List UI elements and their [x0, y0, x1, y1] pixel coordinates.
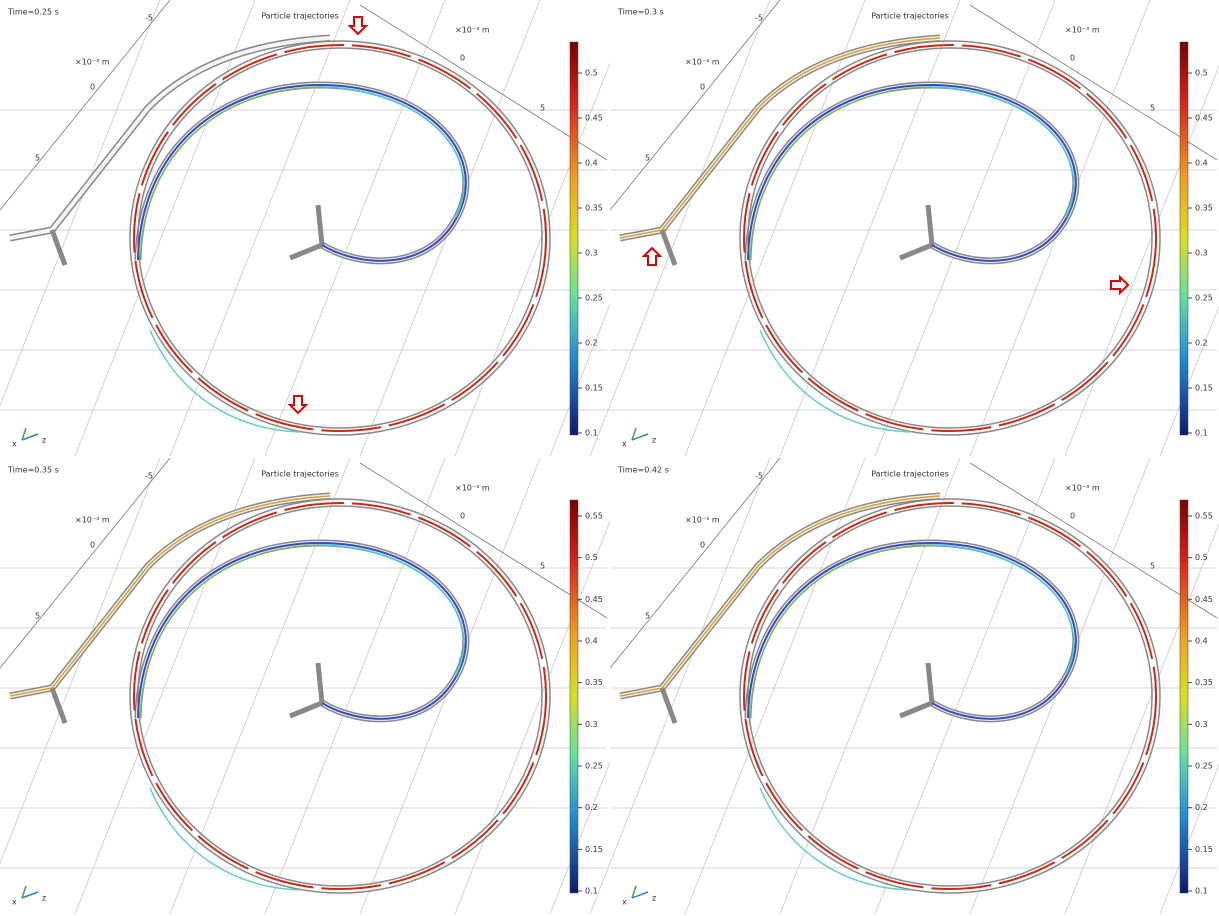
colorbar — [570, 42, 578, 435]
colorbar-label: 0.4 — [1195, 637, 1208, 646]
colorbar-label: 0.3 — [1195, 249, 1208, 258]
axis-label: 5 — [35, 612, 40, 621]
axis-label: ×10⁻³ m — [685, 516, 720, 525]
triad-label: x — [622, 898, 627, 907]
axis-label: -5 — [145, 472, 153, 481]
colorbar-label: 0.35 — [585, 678, 603, 687]
triad-label: z — [652, 894, 656, 903]
colorbar-label: 0.25 — [585, 294, 603, 303]
colorbar-label: 0.15 — [585, 384, 603, 393]
colorbar-label: 0.5 — [1195, 69, 1208, 78]
axis-label: 5 — [1150, 562, 1155, 571]
colorbar — [570, 500, 578, 893]
triad-label: z — [42, 436, 46, 445]
axis-label: 0 — [460, 54, 465, 63]
colorbar-label: 0.45 — [1195, 114, 1213, 123]
colorbar-label: 0.1 — [1195, 429, 1208, 438]
axis-label: 5 — [35, 154, 40, 163]
panel-title: Particle trajectories — [871, 12, 949, 21]
triad-label: x — [12, 440, 17, 449]
time-label: Time=0.3 s — [617, 8, 664, 17]
axis-label: ×10⁻³ m — [685, 58, 720, 67]
colorbar-label: 0.5 — [1195, 553, 1208, 562]
triad-label: z — [42, 894, 46, 903]
colorbar-label: 0.55 — [1195, 512, 1213, 521]
axis-label: 5 — [645, 612, 650, 621]
colorbar-label: 0.25 — [1195, 294, 1213, 303]
axis-label: -5 — [755, 14, 763, 23]
colorbar-label: 0.15 — [585, 845, 603, 854]
colorbar-label: 0.35 — [1195, 204, 1213, 213]
colorbar-label: 0.55 — [585, 512, 603, 521]
axis-label: 5 — [645, 154, 650, 163]
colorbar-label: 0.15 — [1195, 845, 1213, 854]
panel-background — [0, 458, 607, 914]
panel-title: Particle trajectories — [871, 470, 949, 479]
axis-label: 0 — [90, 541, 95, 550]
colorbar-label: 0.5 — [585, 553, 598, 562]
colorbar-label: 0.35 — [585, 204, 603, 213]
axis-label: 0 — [1070, 54, 1075, 63]
colorbar-label: 0.45 — [1195, 595, 1213, 604]
colorbar — [1180, 500, 1188, 893]
colorbar-label: 0.2 — [585, 803, 598, 812]
axis-label: -5 — [755, 472, 763, 481]
colorbar-label: 0.1 — [585, 429, 598, 438]
axis-label: 0 — [90, 83, 95, 92]
time-label: Time=0.35 s — [7, 466, 59, 475]
triad-label: x — [12, 898, 17, 907]
axis-label: 0 — [700, 83, 705, 92]
axis-label: ×10⁻³ m — [1065, 484, 1100, 493]
colorbar-label: 0.45 — [585, 595, 603, 604]
axis-label: 0 — [1070, 512, 1075, 521]
colorbar-label: 0.1 — [585, 887, 598, 896]
figure: Time=0.25 s Particle trajectories -5 ×10⁻³ … — [0, 0, 1219, 916]
panel-title: Particle trajectories — [261, 470, 339, 479]
colorbar-label: 0.15 — [1195, 384, 1213, 393]
colorbar — [1180, 42, 1188, 435]
time-label: Time=0.42 s — [617, 466, 669, 475]
colorbar-label: 0.2 — [1195, 803, 1208, 812]
axis-label: 5 — [540, 104, 545, 113]
colorbar-label: 0.4 — [1195, 159, 1208, 168]
time-label: Time=0.25 s — [7, 8, 59, 17]
colorbar-label: 0.35 — [1195, 678, 1213, 687]
panel-title: Particle trajectories — [261, 12, 339, 21]
colorbar-label: 0.4 — [585, 159, 598, 168]
axis-label: ×10⁻³ m — [455, 484, 490, 493]
axis-label: 0 — [700, 541, 705, 550]
panel-background — [610, 458, 1217, 914]
colorbar-label: 0.5 — [585, 69, 598, 78]
triad-label: x — [622, 440, 627, 449]
colorbar-label: 0.4 — [585, 637, 598, 646]
triad-label: z — [652, 436, 656, 445]
axis-label: ×10⁻³ m — [1065, 26, 1100, 35]
colorbar-label: 0.2 — [1195, 339, 1208, 348]
colorbar-label: 0.1 — [1195, 887, 1208, 896]
colorbar-label: 0.3 — [585, 720, 598, 729]
axis-label: ×10⁻³ m — [75, 58, 110, 67]
panel-background — [0, 0, 607, 456]
colorbar-label: 0.2 — [585, 339, 598, 348]
colorbar-label: 0.25 — [1195, 762, 1213, 771]
colorbar-label: 0.3 — [1195, 720, 1208, 729]
axis-label: 0 — [460, 512, 465, 521]
axis-label: ×10⁻³ m — [455, 26, 490, 35]
axis-label: 5 — [540, 562, 545, 571]
panel: Time=0.3 s Particle trajectories -5 ×10⁻³ m… — [590, 0, 1219, 470]
axis-label: -5 — [145, 14, 153, 23]
colorbar-label: 0.45 — [585, 114, 603, 123]
colorbar-label: 0.3 — [585, 249, 598, 258]
colorbar-label: 0.25 — [585, 762, 603, 771]
axis-label: 5 — [1150, 104, 1155, 113]
axis-label: ×10⁻³ m — [75, 516, 110, 525]
panel-background — [610, 0, 1217, 456]
